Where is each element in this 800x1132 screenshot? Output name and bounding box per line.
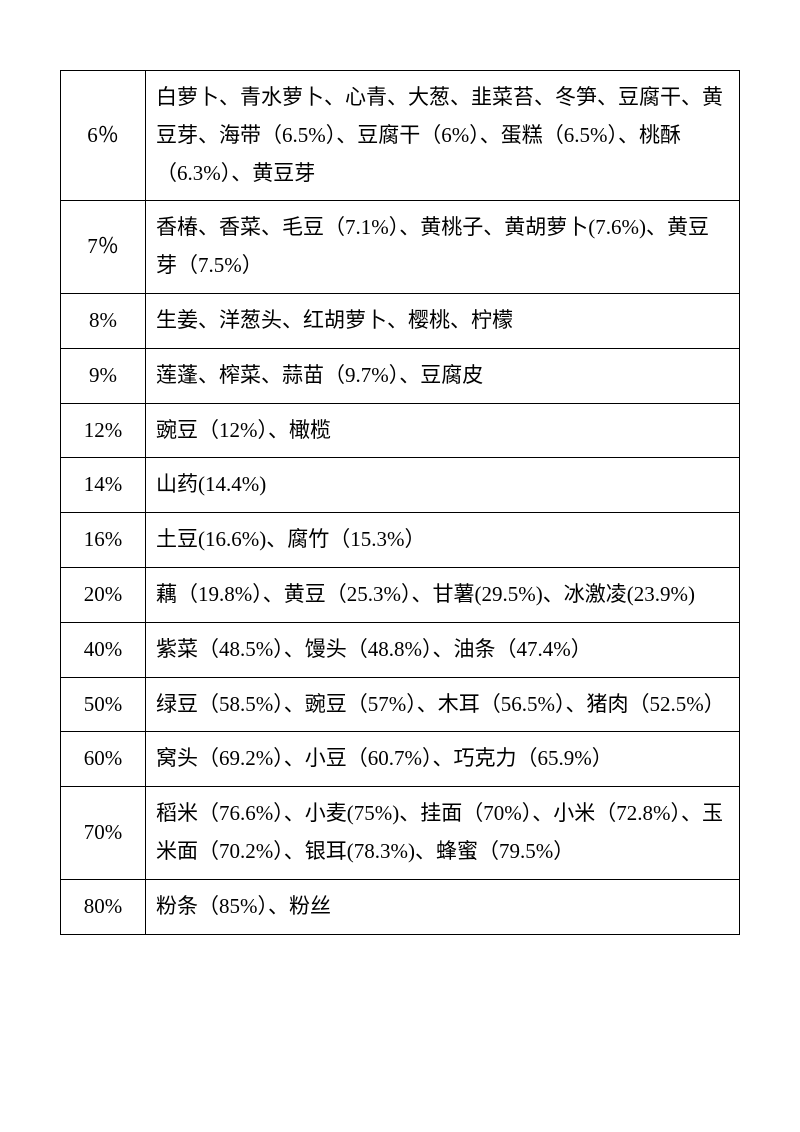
foods-cell: 莲蓬、榨菜、蒜苗（9.7%）、豆腐皮 bbox=[146, 348, 740, 403]
table-row: 50% 绿豆（58.5%）、豌豆（57%）、木耳（56.5%）、猪肉（52.5%… bbox=[61, 677, 740, 732]
foods-cell: 土豆(16.6%)、腐竹（15.3%） bbox=[146, 513, 740, 568]
table-row: 9% 莲蓬、榨菜、蒜苗（9.7%）、豆腐皮 bbox=[61, 348, 740, 403]
table-row: 8% 生姜、洋葱头、红胡萝卜、樱桃、柠檬 bbox=[61, 293, 740, 348]
foods-cell: 粉条（85%）、粉丝 bbox=[146, 879, 740, 934]
percent-cell: 70% bbox=[61, 787, 146, 880]
table-row: 80% 粉条（85%）、粉丝 bbox=[61, 879, 740, 934]
table-body: 6％ 白萝卜、青水萝卜、心青、大葱、韭菜苔、冬笋、豆腐干、黄豆芽、海带（6.5%… bbox=[61, 71, 740, 935]
percent-cell: 40% bbox=[61, 622, 146, 677]
table-row: 40% 紫菜（48.5%）、馒头（48.8%）、油条（47.4%） bbox=[61, 622, 740, 677]
foods-cell: 山药(14.4%) bbox=[146, 458, 740, 513]
table-row: 6％ 白萝卜、青水萝卜、心青、大葱、韭菜苔、冬笋、豆腐干、黄豆芽、海带（6.5%… bbox=[61, 71, 740, 201]
table-row: 14% 山药(14.4%) bbox=[61, 458, 740, 513]
foods-cell: 稻米（76.6%）、小麦(75%)、挂面（70%）、小米（72.8%）、玉米面（… bbox=[146, 787, 740, 880]
table-row: 70% 稻米（76.6%）、小麦(75%)、挂面（70%）、小米（72.8%）、… bbox=[61, 787, 740, 880]
percent-cell: 14% bbox=[61, 458, 146, 513]
percent-cell: 60% bbox=[61, 732, 146, 787]
foods-cell: 紫菜（48.5%）、馒头（48.8%）、油条（47.4%） bbox=[146, 622, 740, 677]
table-row: 16% 土豆(16.6%)、腐竹（15.3%） bbox=[61, 513, 740, 568]
foods-cell: 藕（19.8%）、黄豆（25.3%）、甘薯(29.5%)、冰激凌(23.9%) bbox=[146, 567, 740, 622]
percent-cell: 80% bbox=[61, 879, 146, 934]
percent-cell: 8% bbox=[61, 293, 146, 348]
percent-cell: 9% bbox=[61, 348, 146, 403]
percent-cell: 12% bbox=[61, 403, 146, 458]
foods-cell: 窝头（69.2%）、小豆（60.7%）、巧克力（65.9%） bbox=[146, 732, 740, 787]
table-row: 20% 藕（19.8%）、黄豆（25.3%）、甘薯(29.5%)、冰激凌(23.… bbox=[61, 567, 740, 622]
foods-cell: 豌豆（12%）、橄榄 bbox=[146, 403, 740, 458]
foods-cell: 白萝卜、青水萝卜、心青、大葱、韭菜苔、冬笋、豆腐干、黄豆芽、海带（6.5%）、豆… bbox=[146, 71, 740, 201]
table-row: 12% 豌豆（12%）、橄榄 bbox=[61, 403, 740, 458]
percent-cell: 6％ bbox=[61, 71, 146, 201]
foods-cell: 香椿、香菜、毛豆（7.1%）、黄桃子、黄胡萝卜(7.6%)、黄豆芽（7.5%） bbox=[146, 201, 740, 294]
food-composition-table: 6％ 白萝卜、青水萝卜、心青、大葱、韭菜苔、冬笋、豆腐干、黄豆芽、海带（6.5%… bbox=[60, 70, 740, 935]
percent-cell: 20% bbox=[61, 567, 146, 622]
percent-cell: 16% bbox=[61, 513, 146, 568]
table-row: 7％ 香椿、香菜、毛豆（7.1%）、黄桃子、黄胡萝卜(7.6%)、黄豆芽（7.5… bbox=[61, 201, 740, 294]
percent-cell: 7％ bbox=[61, 201, 146, 294]
foods-cell: 绿豆（58.5%）、豌豆（57%）、木耳（56.5%）、猪肉（52.5%） bbox=[146, 677, 740, 732]
foods-cell: 生姜、洋葱头、红胡萝卜、樱桃、柠檬 bbox=[146, 293, 740, 348]
table-row: 60% 窝头（69.2%）、小豆（60.7%）、巧克力（65.9%） bbox=[61, 732, 740, 787]
percent-cell: 50% bbox=[61, 677, 146, 732]
